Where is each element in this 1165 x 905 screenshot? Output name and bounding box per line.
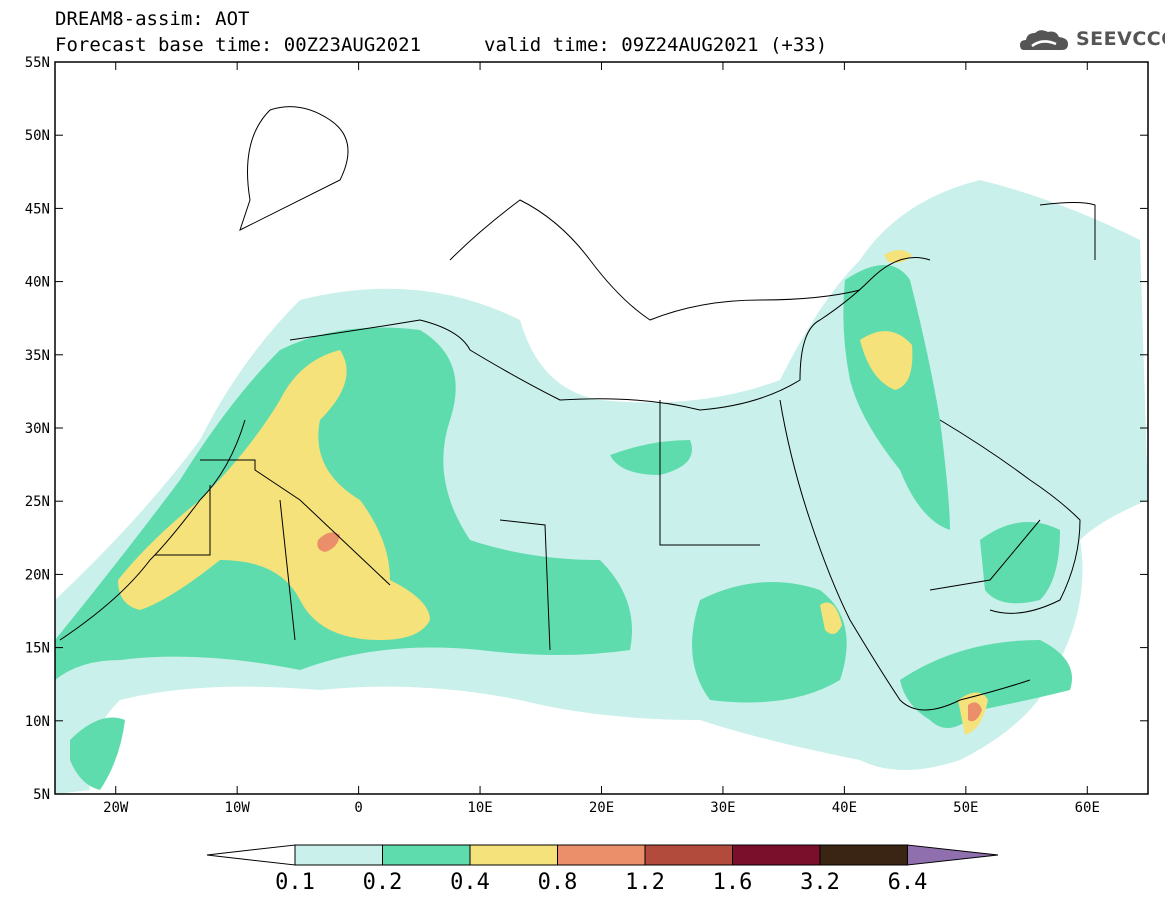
- lon-label: 60E: [1075, 800, 1100, 816]
- colorbar-tick-label: 0.4: [450, 870, 490, 895]
- colorbar-segment: [382, 844, 471, 866]
- colorbar-tick-label: 1.6: [712, 870, 753, 895]
- colorbar-tick-label: 0.8: [537, 870, 578, 895]
- lat-label: 10N: [25, 714, 50, 730]
- colorbar-max-arrow: [907, 844, 999, 866]
- lat-label: 45N: [25, 201, 50, 217]
- lat-label: 35N: [25, 348, 50, 364]
- lon-label: 0: [354, 800, 362, 816]
- lat-label: 30N: [25, 421, 50, 437]
- colorbar-tick-label: 1.2: [625, 870, 665, 895]
- aot-map: 55N 50N 45N 40N 35N 30N 25N 20N 15N 10N 5N 20W 10W 0…: [25, 55, 1149, 816]
- colorbar-tick-label: 6.4: [887, 870, 928, 895]
- valid-time: valid time: 09Z24AUG2021 (+33): [484, 34, 828, 56]
- lon-label: 20W: [103, 800, 129, 816]
- lon-label: 10E: [467, 800, 492, 816]
- aot-contours: [55, 180, 1148, 794]
- lon-label: 50E: [953, 800, 978, 816]
- map-title: DREAM8-assim: AOT: [55, 8, 250, 30]
- colorbar: [206, 844, 999, 866]
- colorbar-tick-label: 0.1: [275, 870, 315, 895]
- colorbar-min-arrow: [206, 844, 296, 866]
- lat-label: 5N: [33, 787, 50, 803]
- colorbar-segment: [469, 844, 558, 866]
- lat-label: 40N: [25, 275, 50, 291]
- coastlines: [59, 106, 1096, 711]
- longitude-ticks: 20W 10W 0 10E 20E 30E 40E 50E 60E: [103, 62, 1100, 816]
- lat-label: 55N: [25, 55, 50, 71]
- colorbar-segment: [644, 844, 733, 866]
- latitude-ticks: 55N 50N 45N 40N 35N 30N 25N 20N 15N 10N 5N: [25, 55, 1148, 803]
- lat-label: 25N: [25, 494, 50, 510]
- lon-label: 20E: [589, 800, 614, 816]
- colorbar-segment: [557, 844, 646, 866]
- colorbar-segment: [732, 844, 821, 866]
- lon-label: 10W: [225, 800, 251, 816]
- lon-label: 40E: [832, 800, 857, 816]
- logo-text: SEEVCCC: [1076, 28, 1165, 50]
- colorbar-tick-label: 3.2: [800, 870, 840, 895]
- forecast-base-time: Forecast base time: 00Z23AUG2021: [55, 34, 422, 56]
- cloud-icon: [1020, 30, 1068, 50]
- lat-label: 20N: [25, 567, 50, 583]
- lon-label: 30E: [710, 800, 735, 816]
- colorbar-tick-label: 0.2: [362, 870, 403, 895]
- colorbar-segment: [819, 844, 908, 866]
- colorbar-segment: [294, 844, 383, 866]
- lat-label: 50N: [25, 128, 50, 144]
- lat-label: 15N: [25, 641, 50, 657]
